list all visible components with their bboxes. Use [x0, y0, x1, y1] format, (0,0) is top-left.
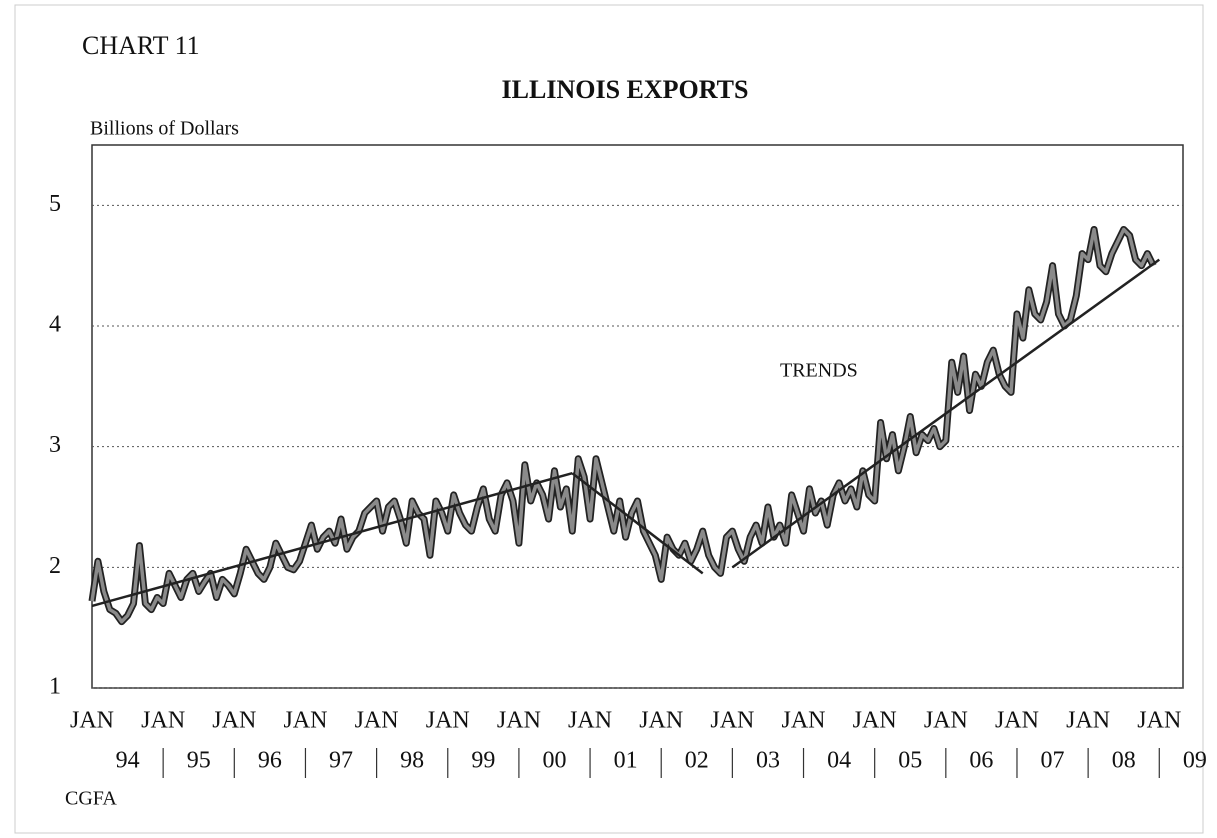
- x-tick-label: JAN: [355, 708, 399, 734]
- year-label: 99: [471, 748, 495, 774]
- x-tick-label: JAN: [924, 708, 968, 734]
- source: CGFA: [65, 788, 117, 810]
- trend-line: [91, 472, 573, 608]
- year-label: 05: [898, 748, 922, 774]
- x-tick-label: JAN: [212, 708, 256, 734]
- x-tick-label: JAN: [141, 708, 185, 734]
- year-label: 97: [329, 748, 353, 774]
- trend-line: [731, 258, 1161, 569]
- x-tick-label: JAN: [853, 708, 897, 734]
- year-label: 96: [258, 748, 282, 774]
- y-tick-label: 1: [49, 674, 61, 700]
- x-tick-label: JAN: [639, 708, 683, 734]
- annotation: TRENDS: [780, 360, 858, 382]
- series-line: [90, 227, 1155, 624]
- y-tick-label: 5: [49, 191, 61, 217]
- x-tick-label: JAN: [497, 708, 541, 734]
- year-label: 95: [187, 748, 211, 774]
- x-tick-label: JAN: [995, 708, 1039, 734]
- year-label: 07: [1041, 748, 1065, 774]
- y-tick-label: 4: [49, 312, 61, 338]
- year-label: 09: [1183, 748, 1207, 774]
- x-tick-label: JAN: [568, 708, 612, 734]
- x-tick-label: JAN: [1066, 708, 1110, 734]
- chart-title: ILLINOIS EXPORTS: [502, 75, 749, 104]
- x-tick-label: JAN: [782, 708, 826, 734]
- year-label: 03: [756, 748, 780, 774]
- year-label: 08: [1112, 748, 1136, 774]
- year-label: 04: [827, 748, 851, 774]
- year-label: 94: [116, 748, 140, 774]
- year-label: 06: [969, 748, 993, 774]
- x-tick-label: JAN: [70, 708, 114, 734]
- y-tick-label: 3: [49, 432, 61, 458]
- chart-label: CHART 11: [82, 31, 200, 60]
- trend-line: [571, 472, 704, 575]
- x-tick-label: JAN: [426, 708, 470, 734]
- year-label: 98: [400, 748, 424, 774]
- x-tick-label: JAN: [283, 708, 327, 734]
- year-label: 02: [685, 748, 709, 774]
- x-tick-label: JAN: [710, 708, 754, 734]
- y-tick-label: 2: [49, 553, 61, 579]
- frame: [14, 4, 1204, 834]
- y-axis-label: Billions of Dollars: [90, 118, 239, 140]
- year-label: 00: [542, 748, 566, 774]
- year-label: 01: [614, 748, 638, 774]
- plot-area: [91, 144, 1184, 689]
- x-tick-label: JAN: [1137, 708, 1181, 734]
